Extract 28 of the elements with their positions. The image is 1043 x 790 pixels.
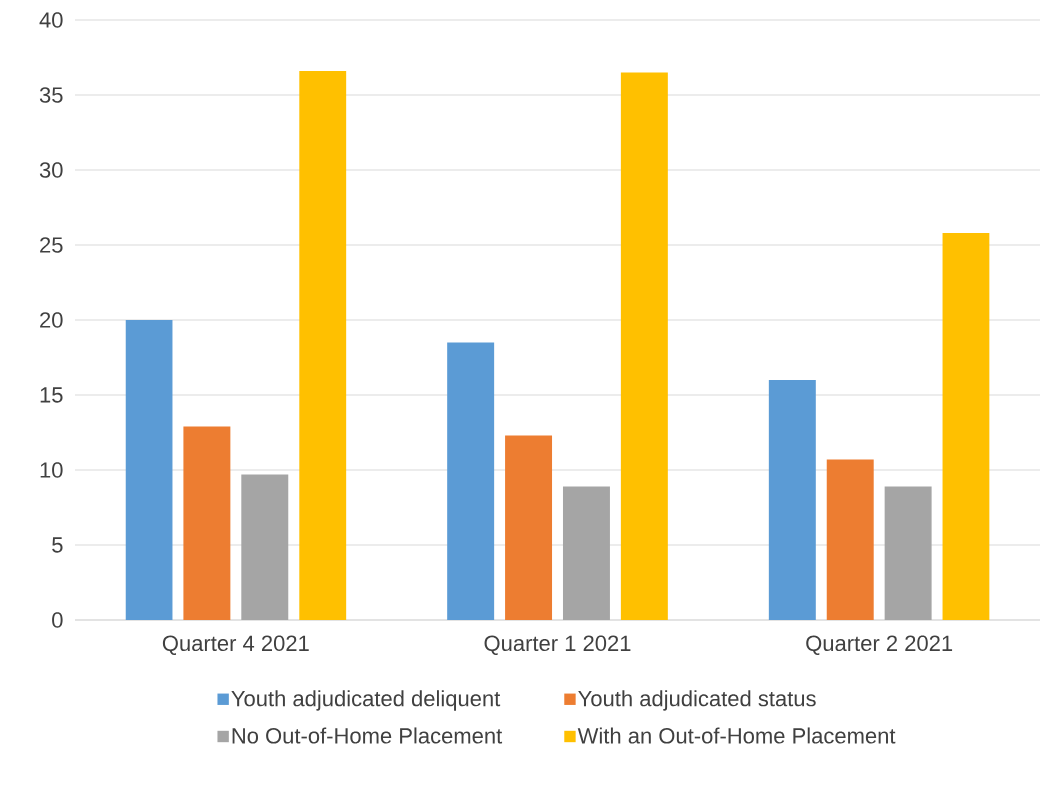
bar: [447, 342, 495, 620]
legend-label: Youth adjudicated status: [578, 690, 816, 711]
bar: [125, 320, 173, 620]
legend-label: Youth adjudicated deliquent: [231, 690, 501, 711]
legend-label: With an Out-of-Home Placement: [577, 727, 896, 744]
y-tick-label: 5: [52, 537, 63, 553]
y-tick-label: 30: [39, 162, 63, 178]
bar: [884, 486, 932, 620]
y-tick-label: 10: [40, 462, 63, 478]
x-tick-label: Quarter 2 2021: [806, 635, 953, 656]
y-tick-label: 15: [40, 387, 63, 403]
bar: [562, 486, 610, 620]
bar: [183, 426, 231, 620]
bar: [620, 72, 668, 620]
x-tick-label: Quarter 4 2021: [162, 635, 309, 656]
y-tick-label: 40: [39, 12, 63, 28]
bar: [942, 233, 990, 620]
bar: [826, 459, 874, 620]
bar: [505, 435, 553, 620]
bar: [241, 474, 289, 620]
x-tick-label: Quarter 1 2021: [484, 635, 631, 656]
y-tick-label: 35: [39, 87, 63, 103]
y-tick-label: 0: [52, 612, 63, 628]
legend-label: No Out-of-Home Placement: [232, 727, 503, 744]
y-tick-label: 25: [40, 237, 63, 253]
bar: [768, 380, 816, 620]
bar: [299, 70, 347, 620]
y-tick-label: 20: [40, 312, 63, 328]
